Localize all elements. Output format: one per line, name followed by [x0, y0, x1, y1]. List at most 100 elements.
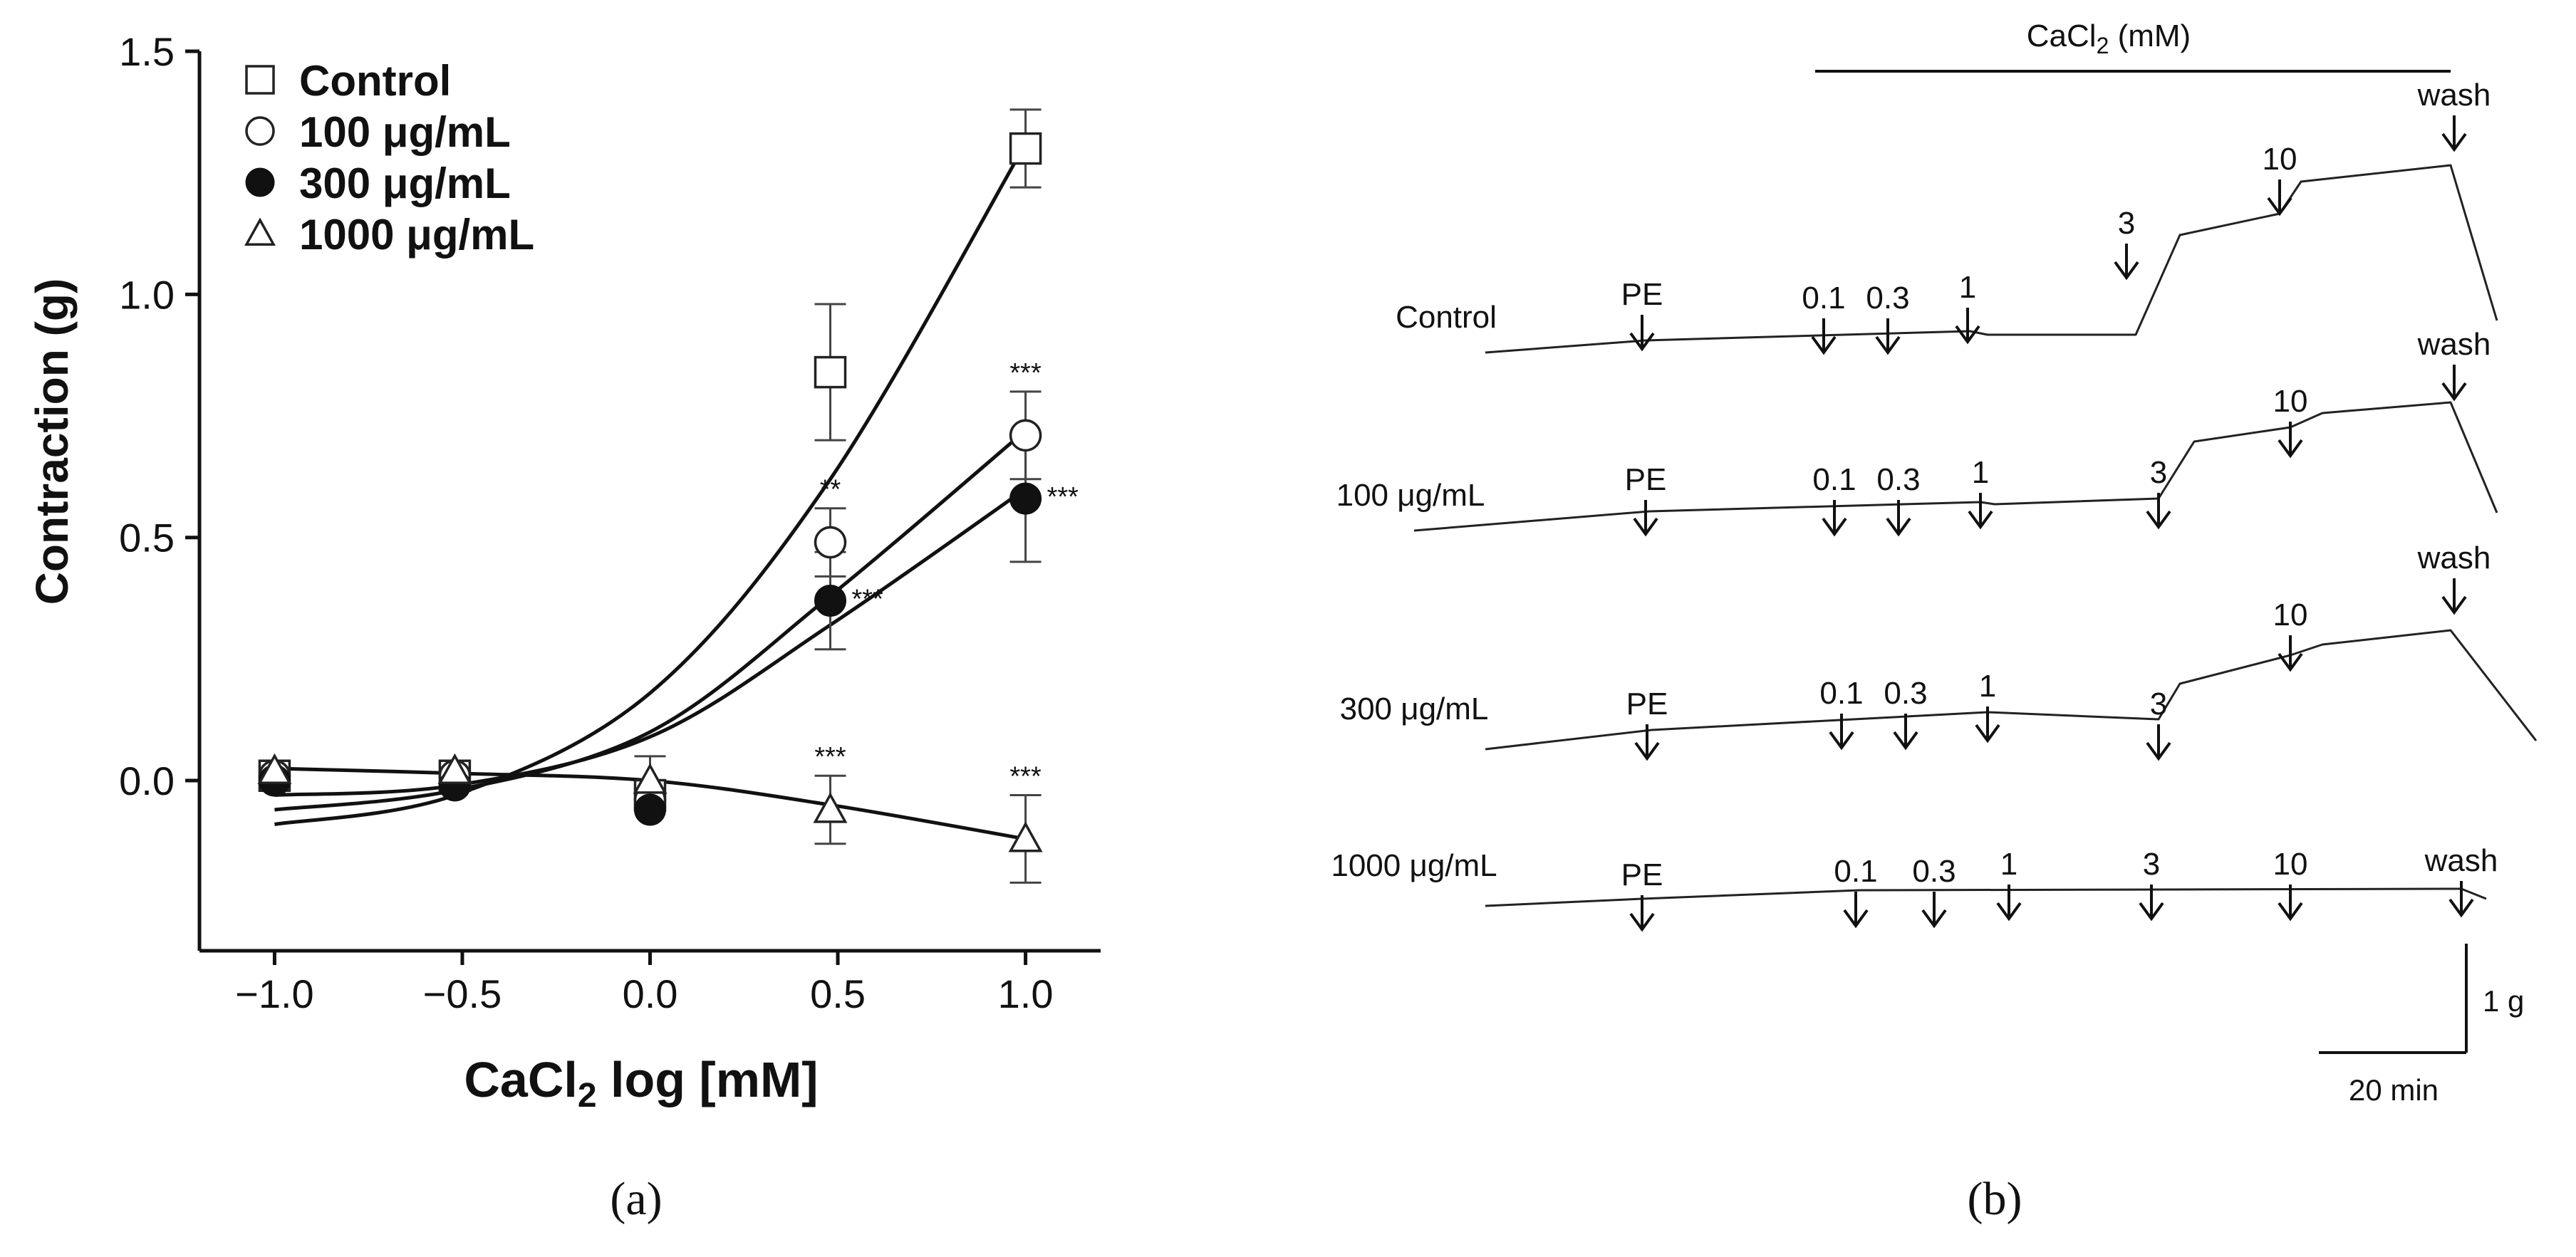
arrow-head [2146, 510, 2171, 530]
x-tick-label: −0.5 [423, 971, 502, 1016]
marker-label: PE [1621, 277, 1663, 312]
arrow-head [1955, 325, 1980, 345]
y-axis-label: Contraction (g) [26, 278, 78, 605]
x-axis-label-rest: log [mM] [597, 1052, 819, 1107]
marker-label: wash [2424, 843, 2498, 878]
marker-label: 3 [2118, 206, 2135, 241]
marker-triangle [257, 753, 292, 784]
trace: Control PE 0.1 0.3 1 3 10 wash [1396, 78, 2498, 355]
marker-label: PE [1626, 687, 1668, 721]
marker-label: PE [1625, 462, 1667, 497]
arrow-head [1996, 902, 2022, 922]
trace-group: Control PE 0.1 0.3 1 3 10 wash 100 μg/mL PE 0.1 0.3… [1331, 78, 2538, 932]
marker-label: 1 [1979, 669, 1996, 704]
arrow-head [2139, 902, 2164, 922]
cacl2-header: CaCl2 (mM) [2027, 19, 2191, 58]
cacl2-header-main: CaCl [2027, 19, 2097, 53]
arrow-head [2441, 132, 2467, 152]
marker-label: 3 [2143, 847, 2160, 882]
marker-label: 1 [1959, 270, 1976, 305]
legend-label: 300 μg/mL [299, 160, 511, 207]
marker-label: 0.1 [1802, 281, 1845, 315]
fit-curve [274, 429, 1027, 812]
x-axis-label-main: CaCl [464, 1052, 577, 1107]
panel-a-chart: −1.0 −0.5 0.0 0.5 1.00.00.51.01.5 **********… [26, 29, 1101, 1225]
x-tick-label: 0.5 [810, 971, 866, 1016]
axes [185, 49, 1101, 965]
significance-mark: *** [1047, 482, 1079, 512]
cacl2-header-subscript: 2 [2097, 33, 2109, 58]
marker-square [1009, 132, 1042, 165]
trace-line [1485, 164, 2498, 354]
arrow-head [1829, 731, 1854, 751]
cacl2-header-rest: (mM) [2109, 19, 2191, 53]
x-tick-label: 0.0 [623, 971, 678, 1016]
significance-mark: ** [820, 475, 841, 505]
arrow-head [2448, 898, 2474, 918]
marker-label: 10 [2263, 142, 2297, 177]
marker-label: 0.3 [1884, 676, 1927, 711]
arrow-head [2441, 382, 2467, 402]
marker-label: PE [1621, 857, 1663, 892]
arrow-head [1893, 731, 1918, 751]
trace-label: 300 μg/mL [1340, 692, 1489, 726]
marker-square [245, 65, 275, 95]
marker-label: 0.3 [1912, 854, 1956, 889]
y-tick-label: 0.0 [119, 758, 175, 803]
marker-label: wash [2417, 327, 2491, 362]
arrow-head [2278, 439, 2303, 459]
trace-line [1485, 629, 2538, 751]
fit-curve [274, 487, 1027, 798]
arrow-head [2278, 902, 2303, 922]
significance-mark: *** [852, 584, 884, 614]
marker-label: 0.1 [1819, 676, 1863, 711]
arrow-head [1843, 909, 1869, 929]
significance-labels: ***************** [814, 358, 1079, 792]
legend-label: Control [299, 57, 451, 105]
x-axis-label-subscript: 2 [578, 1077, 597, 1115]
marker-triangle [437, 753, 472, 784]
data-points [257, 132, 1043, 852]
arrow-head [1975, 724, 2000, 744]
y-tick-label: 0.5 [119, 516, 175, 560]
significance-mark: *** [1009, 358, 1042, 388]
arrow-head [1886, 517, 1911, 537]
marker-triangle [813, 792, 848, 823]
marker-filled-circle [1009, 482, 1042, 515]
arrow-head [2278, 652, 2303, 672]
marker-triangle [244, 217, 276, 246]
arrow-head [1921, 909, 1947, 929]
significance-mark: *** [1009, 762, 1042, 792]
marker-filled-circle [634, 793, 666, 826]
significance-mark: *** [814, 742, 846, 772]
trace-label: Control [1396, 300, 1497, 335]
arrow-head [1633, 517, 1658, 537]
arrow-head [2267, 197, 2292, 217]
arrow-head [1629, 332, 1655, 352]
marker-open-circle [245, 116, 275, 146]
trace-line [1413, 401, 2498, 532]
arrow-head [2114, 261, 2139, 281]
trace: 1000 μg/mL PE 0.1 0.3 1 3 10 wash [1331, 843, 2498, 932]
y-tick-label: 1.5 [119, 29, 175, 74]
scale-label-time: 20 min [2349, 1073, 2439, 1107]
trace-line [1485, 887, 2487, 907]
scale-label-force: 1 g [2483, 984, 2524, 1018]
marker-triangle [1008, 821, 1043, 852]
marker-filled-circle [814, 584, 846, 617]
marker-label: 10 [2273, 384, 2308, 419]
marker-label: 0.3 [1866, 281, 1909, 315]
trace-label: 1000 μg/mL [1331, 848, 1497, 883]
marker-label: 3 [2150, 455, 2167, 490]
arrow-head [2146, 741, 2171, 761]
marker-open-circle [1009, 419, 1042, 452]
marker-label: 0.1 [1812, 462, 1856, 497]
arrow-head [1968, 510, 1993, 530]
marker-open-circle [814, 526, 847, 559]
marker-label: wash [2417, 541, 2491, 575]
panel-b-caption: (b) [1968, 1173, 2022, 1225]
marker-square [814, 355, 847, 389]
marker-label: wash [2417, 78, 2491, 113]
